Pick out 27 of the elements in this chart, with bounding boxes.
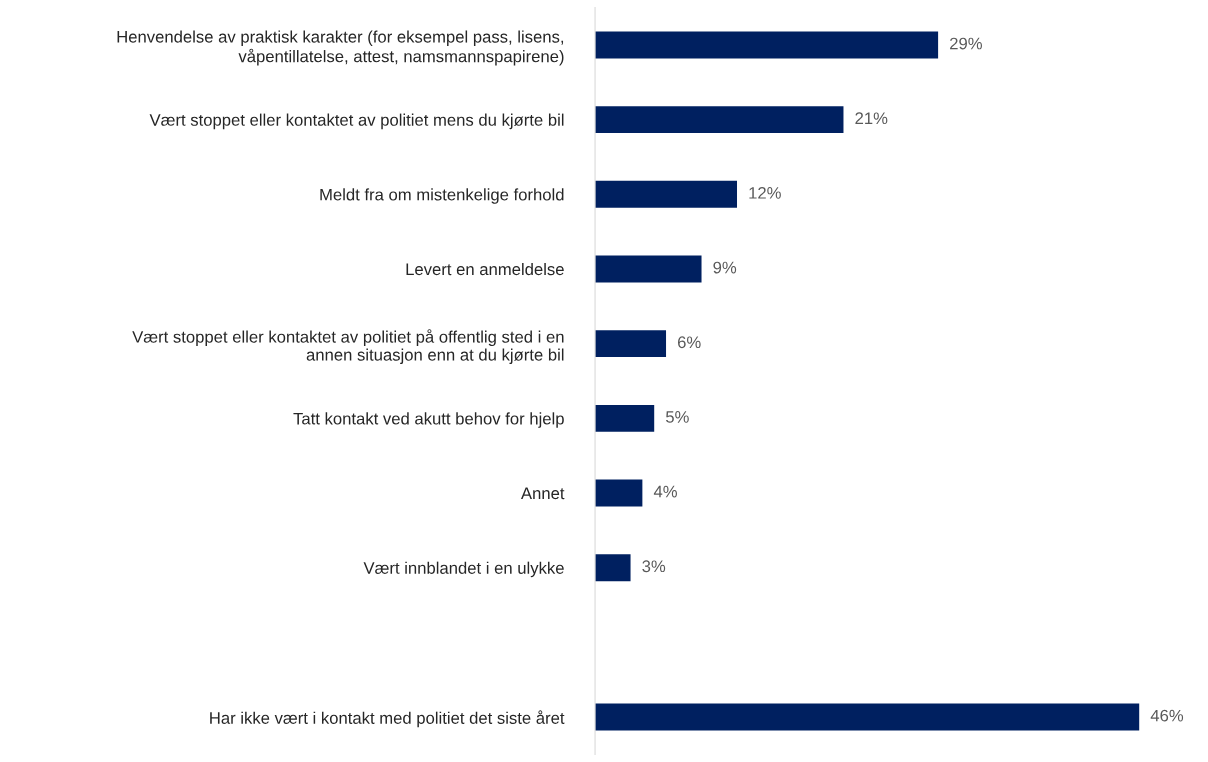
bar	[595, 330, 667, 358]
data-label: 9%	[713, 261, 737, 274]
data-label: 29%	[950, 37, 982, 50]
data-label: 46%	[1150, 709, 1184, 722]
y-tick-label: Vært stoppet eller kontaktet av politiet på offentlig sted i en annen situasjon enn at du kjørte bil	[132, 329, 564, 365]
data-label: 12%	[749, 186, 781, 199]
y-tick-label: Tatt kontakt ved akutt behov for hjelp	[293, 412, 564, 428]
bar	[595, 106, 844, 134]
y-tick-label: Henvendelse av praktisk karakter (for eksempel pass, lisens, våpentillatelse, attest, namsmannspapirene)	[117, 30, 564, 66]
y-tick-label: Vært innblandet i en ulykke	[363, 561, 564, 578]
data-label: 6%	[677, 336, 701, 349]
data-label: 21%	[855, 112, 888, 125]
y-tick-label: Meldt fra om mistenkelige forhold	[320, 188, 564, 204]
y-tick-label: Har ikke vært i kontakt med politiet det siste året	[210, 710, 565, 728]
bar	[595, 180, 738, 208]
bar	[595, 255, 702, 283]
data-label: 4%	[653, 485, 677, 498]
y-tick-label: Levert en anmeldelse	[406, 262, 564, 276]
bar	[595, 479, 643, 507]
y-tick-label: Annet	[520, 487, 565, 500]
bar	[595, 703, 1140, 731]
bar	[595, 404, 655, 432]
y-tick-label: Vært stoppet eller kontaktet av politiet mens du kjørte bil	[149, 113, 564, 130]
data-label: 5%	[665, 411, 689, 423]
bar	[595, 31, 939, 59]
data-label: 3%	[642, 560, 666, 573]
bar	[595, 554, 631, 582]
